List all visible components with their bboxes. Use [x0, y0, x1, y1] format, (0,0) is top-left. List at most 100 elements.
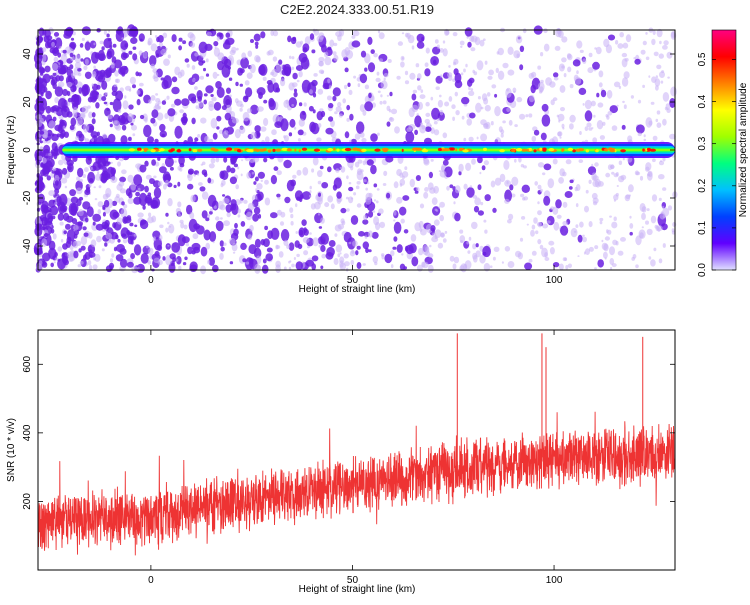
spectrogram-speckle: [425, 101, 430, 107]
spectrogram-speckle: [50, 79, 56, 86]
spectrogram-speckle: [262, 238, 270, 248]
spectrogram-speckle: [201, 191, 209, 200]
spectrogram-speckle: [246, 172, 251, 179]
spectrogram-speckle: [169, 166, 174, 171]
spectrogram-speckle: [468, 236, 472, 241]
spectrogram-speckle: [284, 196, 291, 204]
spectrogram-speckle: [68, 202, 78, 216]
spectrogram-speckle: [298, 52, 308, 63]
spectrogram-speckle: [411, 104, 419, 113]
spectrogram-speckle: [324, 56, 332, 66]
spectrogram-speckle: [298, 102, 303, 107]
signal-hotspot: [267, 149, 272, 153]
spectrogram-speckle: [177, 71, 183, 79]
spectrogram-speckle: [103, 101, 108, 105]
spectrogram-speckle: [411, 93, 417, 101]
spectrogram-speckle: [396, 196, 403, 204]
spectrogram-speckle: [616, 185, 619, 187]
spectrogram-speckle: [106, 108, 110, 111]
spectrogram-speckle: [492, 256, 496, 261]
spectrogram-speckle: [407, 34, 415, 44]
spectrogram-speckle: [389, 117, 393, 121]
spectrogram-speckle: [245, 87, 253, 98]
spectrogram-speckle: [88, 111, 93, 119]
spectrogram-speckle: [365, 196, 372, 205]
spectrogram-speckle: [39, 140, 43, 144]
signal-hotspot: [287, 148, 291, 152]
signal-hotspot: [462, 149, 469, 153]
spectrogram-speckle: [584, 110, 593, 122]
spectrogram-speckle: [539, 188, 543, 193]
spectrogram-speckle: [629, 231, 633, 236]
spectrogram-speckle: [609, 105, 618, 114]
spectrogram-speckle: [284, 135, 289, 142]
spectrogram-speckle: [311, 263, 317, 271]
spectrogram-speckle: [53, 56, 59, 63]
spectrogram-speckle: [483, 219, 487, 223]
spectrogram-speckle: [208, 163, 215, 169]
spectrogram-speckle: [67, 166, 72, 171]
spectrogram-speckle: [240, 221, 246, 227]
spectrogram-speckle: [150, 43, 158, 52]
spectrogram-speckle: [287, 35, 292, 43]
spectrogram-speckle: [396, 244, 403, 253]
spectrogram-speckle: [302, 167, 309, 176]
spectrogram-speckle: [531, 71, 537, 78]
spectrogram-speckle: [471, 221, 478, 230]
spectrogram-speckle: [275, 87, 281, 93]
spectrogram-speckle: [101, 46, 105, 51]
spectrogram-speckle: [350, 215, 359, 225]
spectrogram-speckle: [89, 178, 94, 183]
spectrogram-speckle: [290, 213, 294, 219]
spectrogram-speckle: [403, 266, 408, 270]
signal-hotspot: [521, 148, 528, 152]
spectrogram-speckle: [635, 235, 642, 246]
spectrogram-speckle: [213, 41, 219, 47]
spectrogram-speckle: [57, 213, 64, 221]
spectrogram-speckle: [248, 244, 257, 255]
spectrogram-speckle: [342, 98, 347, 104]
spectrogram-speckle: [96, 235, 102, 243]
spectrogram-speckle: [433, 219, 440, 226]
spectrogram-speckle: [149, 55, 157, 67]
spectrogram-speckle: [216, 36, 221, 41]
spectrogram-speckle: [240, 57, 250, 69]
spectrogram-speckle: [43, 233, 49, 237]
spectrogram-speckle: [629, 223, 634, 229]
spectrogram-speckle: [83, 137, 87, 141]
spectrogram-speckle: [584, 126, 589, 132]
spectrogram-speckle: [180, 222, 185, 229]
spectrogram-speckle: [652, 158, 656, 163]
spectrogram-speckle: [472, 243, 477, 250]
spectrogram-speckle: [659, 40, 662, 45]
spectrogram-speckle: [128, 104, 134, 110]
spectrogram-speckle: [613, 216, 617, 222]
spectrogram-speckle: [630, 95, 635, 99]
spectrogram-speckle: [393, 210, 397, 216]
spectrogram-speckle: [379, 221, 386, 229]
spectrogram-speckle: [528, 258, 533, 263]
spectrogram-speckle: [346, 50, 354, 59]
spectrogram-speckle: [444, 230, 448, 234]
spectrogram-speckle: [242, 95, 249, 103]
spectrogram-speckle: [312, 237, 319, 247]
spectrogram-speckle: [367, 62, 376, 73]
spectrogram-speckle: [194, 86, 198, 90]
spectrogram-speckle: [63, 52, 67, 57]
spectrogram-speckle: [667, 76, 670, 79]
spectrogram-speckle: [605, 44, 613, 54]
y-tick-label: 20: [22, 96, 33, 108]
spectrogram-speckle: [91, 83, 94, 87]
signal-hotspot: [374, 148, 381, 152]
signal-hotspot: [595, 149, 599, 153]
spectrogram-speckle: [219, 252, 224, 260]
spectrogram-speckle: [383, 77, 386, 81]
spectrogram-speckle: [277, 196, 281, 200]
spectrogram-speckle: [171, 34, 177, 43]
spectrogram-speckle: [647, 170, 653, 178]
spectrogram-speckle: [137, 266, 140, 270]
spectrogram-speckle: [348, 196, 354, 204]
spectrogram-speckle: [662, 187, 667, 191]
signal-hotspot: [646, 147, 651, 151]
spectrogram-speckle: [130, 253, 136, 260]
